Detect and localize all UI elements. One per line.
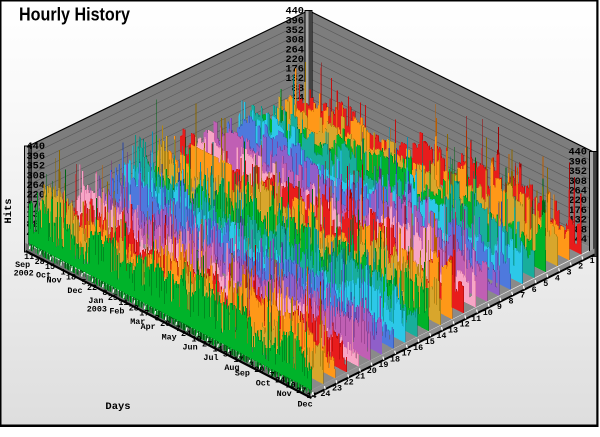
svg-text:1: 1 — [590, 256, 595, 266]
svg-text:308: 308 — [27, 170, 46, 182]
svg-text:440: 440 — [568, 147, 587, 159]
svg-text:20: 20 — [160, 319, 170, 329]
svg-text:440: 440 — [27, 141, 46, 153]
svg-text:1: 1 — [61, 267, 66, 277]
svg-text:27: 27 — [296, 386, 306, 396]
svg-text:220: 220 — [27, 190, 46, 202]
svg-text:396: 396 — [285, 15, 304, 27]
svg-text:Oct: Oct — [256, 379, 271, 389]
svg-text:20: 20 — [367, 366, 377, 376]
svg-text:Sep: Sep — [235, 368, 250, 378]
svg-text:264: 264 — [568, 186, 587, 198]
svg-text:28: 28 — [129, 303, 139, 313]
svg-text:28: 28 — [35, 257, 45, 267]
svg-text:Days: Days — [105, 401, 130, 413]
svg-text:16: 16 — [413, 343, 423, 353]
svg-text:6: 6 — [532, 285, 537, 295]
svg-text:17: 17 — [139, 309, 149, 319]
svg-text:2003: 2003 — [87, 305, 107, 315]
svg-text:24: 24 — [320, 389, 330, 399]
svg-text:440: 440 — [285, 6, 304, 18]
svg-text:3: 3 — [566, 268, 571, 278]
svg-text:11: 11 — [24, 252, 34, 262]
svg-text:Feb: Feb — [109, 307, 124, 317]
svg-text:24: 24 — [275, 376, 285, 386]
svg-text:Nov: Nov — [47, 276, 62, 286]
svg-text:Jun: Jun — [183, 343, 198, 353]
svg-text:352: 352 — [27, 161, 46, 173]
svg-text:308: 308 — [568, 176, 587, 188]
svg-text:Mar: Mar — [130, 317, 145, 327]
svg-text:9: 9 — [497, 302, 502, 312]
svg-text:5: 5 — [543, 279, 548, 289]
svg-text:21: 21 — [355, 372, 365, 382]
svg-text:308: 308 — [285, 35, 304, 47]
svg-text:19: 19 — [378, 360, 388, 370]
svg-text:11: 11 — [471, 314, 481, 324]
svg-text:14: 14 — [212, 345, 222, 355]
svg-text:10: 10 — [192, 334, 202, 344]
svg-text:Nov: Nov — [277, 389, 292, 399]
svg-text:7: 7 — [270, 370, 275, 380]
svg-text:Dec: Dec — [67, 286, 82, 296]
svg-text:31: 31 — [223, 350, 233, 360]
svg-text:18: 18 — [66, 272, 76, 282]
svg-text:Dec: Dec — [298, 399, 313, 409]
svg-text:8: 8 — [508, 297, 513, 307]
svg-text:3: 3 — [249, 360, 254, 370]
svg-text:15: 15 — [425, 337, 435, 347]
svg-text:Hits: Hits — [3, 198, 15, 223]
svg-text:12: 12 — [460, 320, 470, 330]
svg-text:Hourly History: Hourly History — [19, 5, 130, 25]
svg-text:2: 2 — [578, 262, 583, 272]
svg-text:14: 14 — [436, 331, 446, 341]
svg-text:264: 264 — [27, 180, 46, 192]
svg-text:88: 88 — [292, 83, 304, 95]
svg-text:10: 10 — [286, 381, 296, 391]
svg-text:Jan: Jan — [88, 296, 103, 306]
svg-text:20: 20 — [254, 365, 264, 375]
svg-text:7: 7 — [520, 291, 525, 301]
svg-text:2002: 2002 — [14, 268, 34, 278]
svg-text:220: 220 — [568, 195, 587, 207]
svg-text:264: 264 — [285, 44, 304, 56]
svg-text:22: 22 — [344, 378, 354, 388]
svg-text:8: 8 — [102, 288, 107, 298]
svg-text:132: 132 — [568, 215, 587, 227]
svg-text:14: 14 — [307, 391, 317, 401]
svg-text:7: 7 — [176, 324, 181, 334]
svg-text:396: 396 — [27, 151, 46, 163]
svg-text:176: 176 — [285, 64, 304, 76]
svg-text:15: 15 — [45, 262, 55, 272]
svg-text:22: 22 — [87, 283, 97, 293]
svg-text:23: 23 — [332, 383, 342, 393]
svg-text:24: 24 — [181, 329, 191, 339]
svg-text:25: 25 — [108, 293, 118, 303]
svg-text:Jul: Jul — [203, 353, 218, 363]
svg-text:27: 27 — [202, 339, 212, 349]
svg-text:132: 132 — [285, 73, 304, 85]
svg-text:4: 4 — [555, 273, 560, 283]
svg-text:176: 176 — [568, 205, 587, 217]
svg-text:May: May — [162, 332, 177, 342]
svg-text:13: 13 — [448, 325, 458, 335]
svg-text:11: 11 — [118, 298, 128, 308]
svg-text:18: 18 — [390, 354, 400, 364]
svg-text:Oct: Oct — [36, 270, 51, 280]
svg-text:396: 396 — [568, 156, 587, 168]
svg-text:352: 352 — [285, 25, 304, 37]
svg-text:Apr: Apr — [141, 322, 156, 332]
svg-text:17: 17 — [402, 349, 412, 359]
svg-text:17: 17 — [233, 355, 243, 365]
svg-text:5: 5 — [81, 278, 86, 288]
svg-text:3: 3 — [155, 314, 160, 324]
svg-text:Aug: Aug — [224, 363, 239, 373]
svg-text:352: 352 — [568, 166, 587, 178]
svg-text:220: 220 — [285, 54, 304, 66]
svg-text:10: 10 — [483, 308, 493, 318]
svg-text:Sep: Sep — [15, 260, 30, 270]
